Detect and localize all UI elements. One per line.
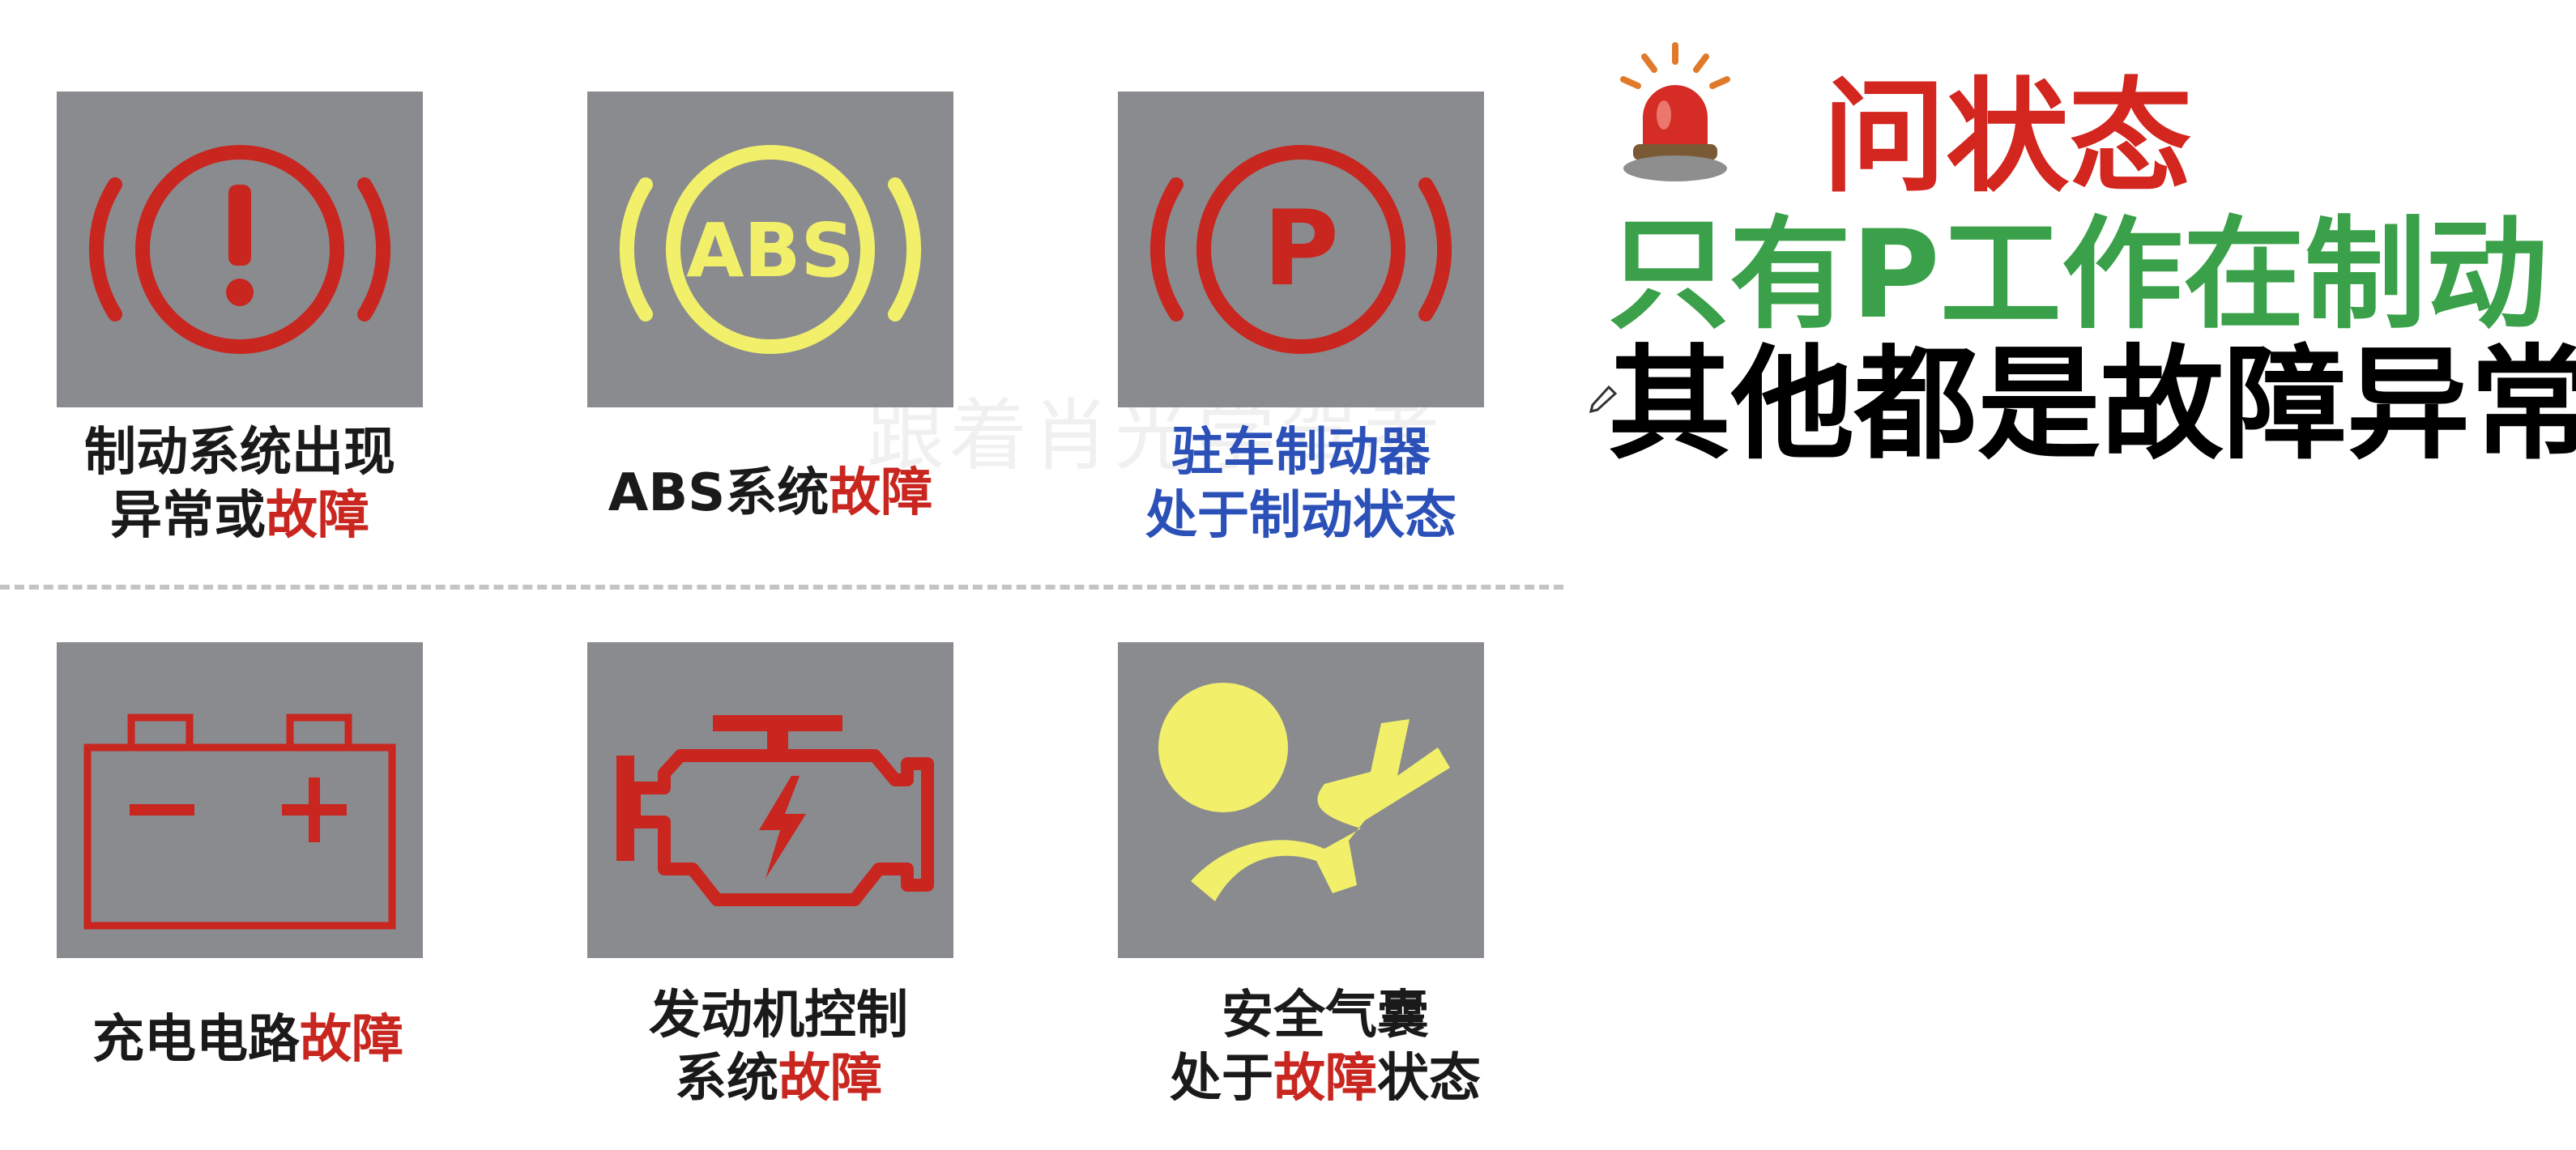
parking-brake-tile: P xyxy=(1118,92,1484,407)
brake-system-caption: 制动系统出现 异常或故障 xyxy=(57,421,423,547)
caption-line: 充电电路故障 xyxy=(32,1008,463,1071)
section-divider xyxy=(0,585,1563,590)
caption-text: 状态 xyxy=(1377,1049,1481,1109)
abs-tile: ABS xyxy=(587,92,953,407)
caption-highlight: 故障 xyxy=(1273,1049,1377,1109)
caption-line: 系统故障 xyxy=(567,1047,990,1110)
parking-icon-label: P xyxy=(1263,189,1339,309)
caption-highlight: 故障 xyxy=(778,1049,882,1109)
caption-line: 制动系统出现 xyxy=(84,423,395,483)
brake-system-warning-icon xyxy=(88,145,391,354)
caption-line: 安全气囊 xyxy=(1222,986,1429,1046)
summary-line-black: 其他都是故障异常 xyxy=(1608,333,2576,476)
caption-text: ABS系统 xyxy=(608,463,830,523)
pencil-cursor-icon xyxy=(1589,385,1618,413)
caption-line: 处于故障状态 xyxy=(1102,1047,1549,1110)
airbag-tile xyxy=(1118,642,1484,958)
abs-warning-icon: ABS xyxy=(619,145,922,354)
engine-check-icon xyxy=(616,715,934,906)
caption-highlight: 故障 xyxy=(829,463,933,523)
abs-icon-label: ABS xyxy=(686,207,855,294)
caption-highlight: 故障 xyxy=(300,1010,403,1070)
caption-text: 充电电路 xyxy=(92,1010,300,1070)
caption-text: 异常或 xyxy=(110,486,266,546)
caption-line: ABS系统故障 xyxy=(587,462,953,525)
summary-line-green: 只有P工作在制动 xyxy=(1608,205,2548,346)
engine-caption: 发动机控制 系统故障 xyxy=(567,984,990,1110)
battery-charging-icon xyxy=(83,713,396,930)
caption-highlight: 故障 xyxy=(266,486,369,546)
caption-line: 异常或故障 xyxy=(57,484,423,547)
parking-brake-icon: P xyxy=(1149,145,1452,354)
caption-text: 系统 xyxy=(675,1049,778,1109)
battery-caption: 充电电路故障 xyxy=(32,1008,463,1071)
caption-line: 驻车制动器 xyxy=(1171,423,1431,483)
airbag-caption: 安全气囊 处于故障状态 xyxy=(1102,984,1549,1110)
caption-text: 处于 xyxy=(1170,1049,1273,1109)
engine-tile xyxy=(587,642,953,958)
airbag-icon xyxy=(1158,683,1450,901)
parking-brake-caption: 驻车制动器 处于制动状态 xyxy=(1077,421,1525,547)
caption-line: 发动机控制 xyxy=(649,986,908,1046)
caption-line: 处于制动状态 xyxy=(1145,486,1456,546)
siren-icon xyxy=(1620,42,1730,181)
battery-tile xyxy=(57,642,423,958)
brake-system-tile xyxy=(57,92,423,407)
question-heading: 问状态 xyxy=(1823,66,2192,209)
abs-caption: ABS系统故障 xyxy=(587,462,953,525)
